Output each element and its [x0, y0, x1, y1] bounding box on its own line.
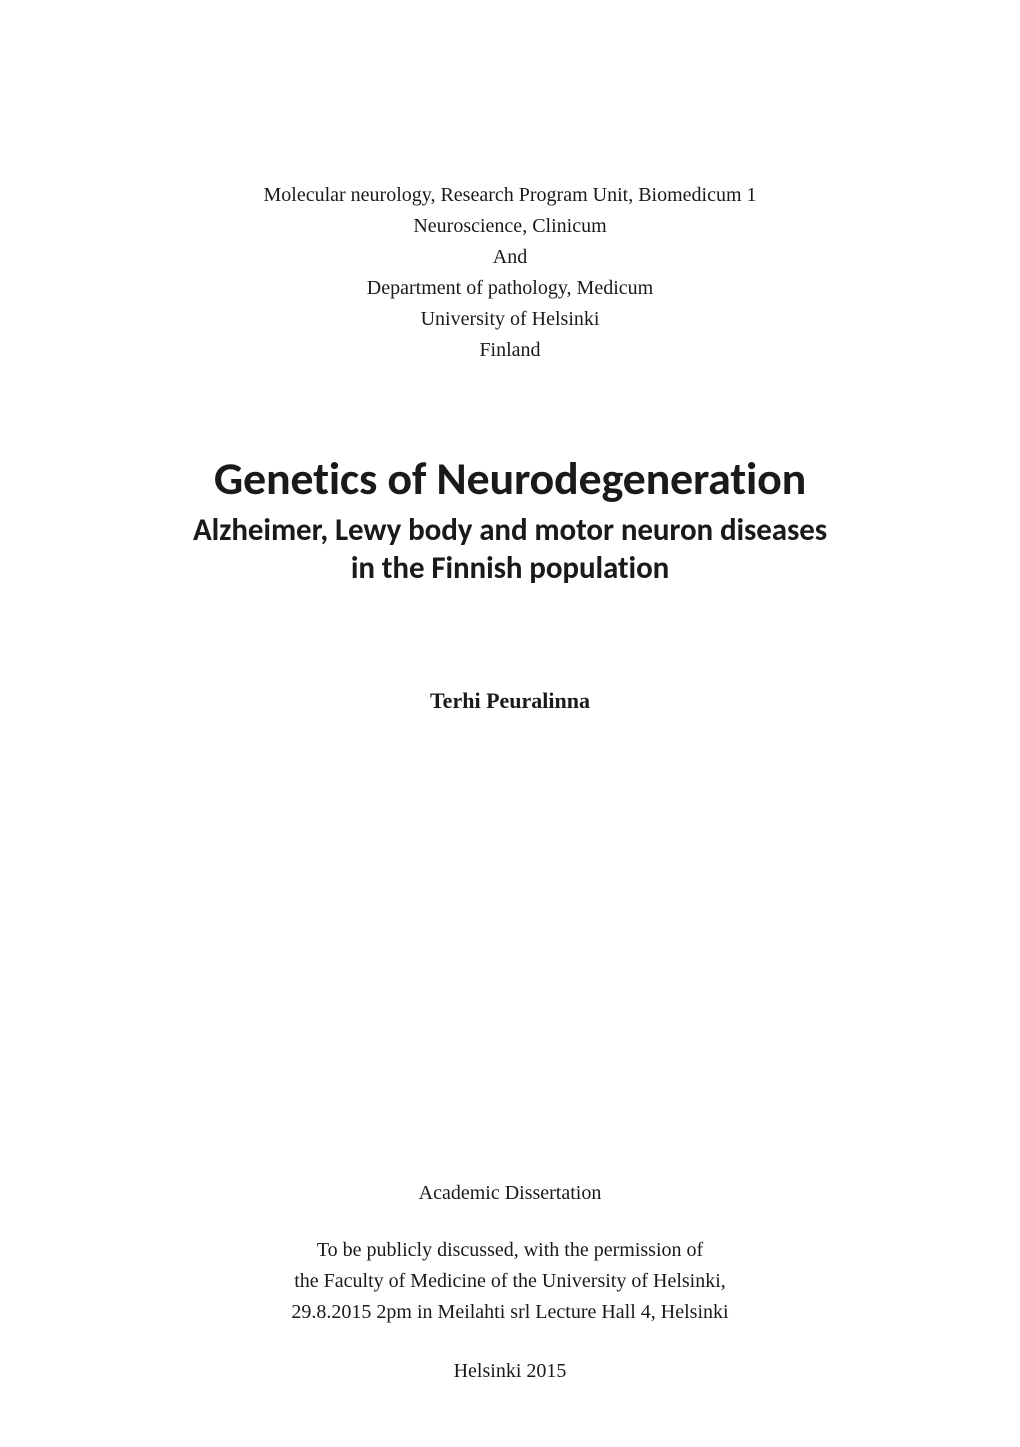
title-block: Genetics of Neurodegeneration Alzheimer,… [193, 454, 827, 588]
dissertation-heading: Academic Dissertation [291, 1178, 728, 1209]
title-page: Molecular neurology, Research Program Un… [0, 0, 1020, 1447]
affiliation-line: Molecular neurology, Research Program Un… [263, 180, 756, 211]
affiliation-line: University of Helsinki [263, 304, 756, 335]
defense-line: 29.8.2015 2pm in Meilahti srl Lecture Ha… [291, 1297, 728, 1328]
defense-info: To be publicly discussed, with the permi… [291, 1235, 728, 1328]
subtitle-line: in the Finnish population [193, 549, 827, 588]
affiliation-line: Department of pathology, Medicum [263, 273, 756, 304]
main-title: Genetics of Neurodegeneration [193, 454, 827, 505]
affiliation-line: And [263, 242, 756, 273]
author-name: Terhi Peuralinna [430, 688, 590, 714]
dissertation-block: Academic Dissertation To be publicly dis… [291, 1178, 728, 1387]
affiliation-block: Molecular neurology, Research Program Un… [263, 180, 756, 366]
place-year: Helsinki 2015 [291, 1356, 728, 1387]
affiliation-line: Neuroscience, Clinicum [263, 211, 756, 242]
subtitle-line: Alzheimer, Lewy body and motor neuron di… [193, 511, 827, 550]
defense-line: To be publicly discussed, with the permi… [291, 1235, 728, 1266]
affiliation-line: Finland [263, 335, 756, 366]
defense-line: the Faculty of Medicine of the Universit… [291, 1266, 728, 1297]
